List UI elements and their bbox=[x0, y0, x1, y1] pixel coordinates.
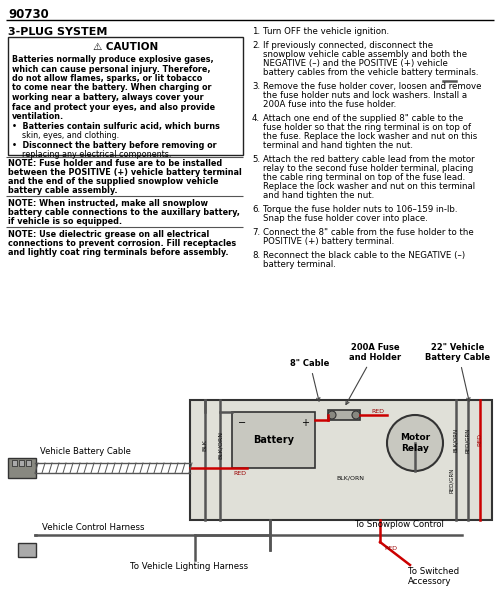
Text: relay to the second fuse holder terminal, placing: relay to the second fuse holder terminal… bbox=[263, 164, 473, 173]
Text: NEGATIVE (–) and the POSITIVE (+) vehicle: NEGATIVE (–) and the POSITIVE (+) vehicl… bbox=[263, 59, 448, 68]
Text: 3-PLUG SYSTEM: 3-PLUG SYSTEM bbox=[8, 27, 108, 37]
Text: 22" Vehicle
Battery Cable: 22" Vehicle Battery Cable bbox=[426, 343, 490, 401]
Text: RED: RED bbox=[234, 471, 246, 476]
Text: battery cables from the vehicle battery terminals.: battery cables from the vehicle battery … bbox=[263, 68, 478, 77]
Bar bbox=[8, 458, 36, 478]
Text: RED/GRN: RED/GRN bbox=[466, 427, 470, 453]
Text: 8" Cable: 8" Cable bbox=[290, 359, 330, 401]
Text: Torque the fuse holder nuts to 106–159 in-lb.: Torque the fuse holder nuts to 106–159 i… bbox=[263, 205, 458, 214]
Text: RED/GRN: RED/GRN bbox=[448, 467, 454, 493]
Text: POSITIVE (+) battery terminal.: POSITIVE (+) battery terminal. bbox=[263, 237, 394, 246]
Circle shape bbox=[328, 411, 336, 419]
Text: the fuse. Replace the lock washer and nut on this: the fuse. Replace the lock washer and nu… bbox=[263, 132, 477, 141]
Text: BLK/ORN: BLK/ORN bbox=[454, 428, 458, 452]
Text: replacing any electrical components.: replacing any electrical components. bbox=[12, 150, 172, 159]
Text: working near a battery, always cover your: working near a battery, always cover you… bbox=[12, 93, 203, 102]
Text: connections to prevent corrosion. Fill receptacles: connections to prevent corrosion. Fill r… bbox=[8, 239, 236, 248]
Text: 6.: 6. bbox=[252, 205, 260, 214]
Text: if vehicle is so equipped.: if vehicle is so equipped. bbox=[8, 217, 122, 226]
Text: Replace the lock washer and nut on this terminal: Replace the lock washer and nut on this … bbox=[263, 182, 475, 191]
Text: −: − bbox=[238, 418, 246, 428]
Text: battery terminal.: battery terminal. bbox=[263, 260, 336, 269]
Text: NOTE: When instructed, make all snowplow: NOTE: When instructed, make all snowplow bbox=[8, 199, 208, 208]
Text: terminal and hand tighten the nut.: terminal and hand tighten the nut. bbox=[263, 141, 413, 150]
Text: Vehicle Battery Cable: Vehicle Battery Cable bbox=[40, 447, 131, 456]
Bar bbox=[232, 412, 315, 468]
Text: fuse holder so that the ring terminal is on top of: fuse holder so that the ring terminal is… bbox=[263, 123, 471, 132]
Text: NOTE: Fuse holder and fuse are to be installed: NOTE: Fuse holder and fuse are to be ins… bbox=[8, 159, 222, 168]
Text: ⚠ CAUTION: ⚠ CAUTION bbox=[93, 42, 158, 52]
Text: 8.: 8. bbox=[252, 251, 260, 260]
Text: •  Disconnect the battery before removing or: • Disconnect the battery before removing… bbox=[12, 141, 216, 150]
Text: 3.: 3. bbox=[252, 82, 260, 91]
Text: and lightly coat ring terminals before assembly.: and lightly coat ring terminals before a… bbox=[8, 248, 228, 257]
Text: To Switched
Accessory: To Switched Accessory bbox=[408, 567, 459, 586]
Text: BLK/ORN: BLK/ORN bbox=[218, 431, 222, 459]
Text: and the end of the supplied snowplow vehicle: and the end of the supplied snowplow veh… bbox=[8, 177, 218, 186]
Text: 2.: 2. bbox=[252, 41, 260, 50]
Text: 200A fuse into the fuse holder.: 200A fuse into the fuse holder. bbox=[263, 100, 396, 109]
Text: Batteries normally produce explosive gases,: Batteries normally produce explosive gas… bbox=[12, 55, 213, 64]
Text: 1.: 1. bbox=[252, 27, 260, 36]
Bar bbox=[190, 400, 492, 520]
Text: ventilation.: ventilation. bbox=[12, 112, 64, 121]
Text: Battery: Battery bbox=[253, 435, 294, 445]
Text: •  Batteries contain sulfuric acid, which burns: • Batteries contain sulfuric acid, which… bbox=[12, 122, 220, 131]
Text: Reconnect the black cable to the NEGATIVE (–): Reconnect the black cable to the NEGATIV… bbox=[263, 251, 465, 260]
Text: Vehicle Control Harness: Vehicle Control Harness bbox=[42, 523, 144, 532]
Text: BLK: BLK bbox=[202, 439, 207, 451]
Text: +: + bbox=[301, 418, 309, 428]
Text: If previously connected, disconnect the: If previously connected, disconnect the bbox=[263, 41, 433, 50]
Text: 7.: 7. bbox=[252, 228, 260, 237]
Text: do not allow flames, sparks, or lit tobacco: do not allow flames, sparks, or lit toba… bbox=[12, 74, 202, 83]
Text: battery cable connections to the auxillary battery,: battery cable connections to the auxilla… bbox=[8, 208, 240, 217]
Text: the cable ring terminal on top of the fuse lead.: the cable ring terminal on top of the fu… bbox=[263, 173, 465, 182]
Text: Remove the fuse holder cover, loosen and remove: Remove the fuse holder cover, loosen and… bbox=[263, 82, 482, 91]
Bar bbox=[328, 410, 360, 420]
Text: RED: RED bbox=[384, 545, 397, 551]
Text: Motor
Relay: Motor Relay bbox=[400, 433, 430, 453]
Text: To Vehicle Lighting Harness: To Vehicle Lighting Harness bbox=[130, 562, 248, 571]
Text: 90730: 90730 bbox=[8, 8, 49, 21]
Text: BLK/ORN: BLK/ORN bbox=[336, 476, 364, 481]
Text: RED: RED bbox=[372, 409, 384, 414]
Text: RED: RED bbox=[478, 433, 482, 446]
Text: and hand tighten the nut.: and hand tighten the nut. bbox=[263, 191, 374, 200]
Bar bbox=[26, 460, 31, 466]
Circle shape bbox=[387, 415, 443, 471]
Text: 4.: 4. bbox=[252, 114, 260, 123]
Text: snowplow vehicle cable assembly and both the: snowplow vehicle cable assembly and both… bbox=[263, 50, 467, 59]
Text: battery cable assembly.: battery cable assembly. bbox=[8, 186, 117, 195]
Text: 5.: 5. bbox=[252, 155, 260, 164]
Bar bbox=[8, 37, 243, 155]
Text: skin, eyes, and clothing.: skin, eyes, and clothing. bbox=[12, 131, 119, 140]
Text: the fuse holder nuts and lock washers. Install a: the fuse holder nuts and lock washers. I… bbox=[263, 91, 467, 100]
Text: Connect the 8" cable from the fuse holder to the: Connect the 8" cable from the fuse holde… bbox=[263, 228, 474, 237]
Text: Turn OFF the vehicle ignition.: Turn OFF the vehicle ignition. bbox=[263, 27, 389, 36]
Text: between the POSITIVE (+) vehicle battery terminal: between the POSITIVE (+) vehicle battery… bbox=[8, 168, 242, 177]
Text: which can cause personal injury. Therefore,: which can cause personal injury. Therefo… bbox=[12, 64, 210, 73]
Text: To Snowplow Control: To Snowplow Control bbox=[355, 520, 444, 529]
Text: Attach the red battery cable lead from the motor: Attach the red battery cable lead from t… bbox=[263, 155, 474, 164]
Text: Snap the fuse holder cover into place.: Snap the fuse holder cover into place. bbox=[263, 214, 428, 223]
Bar bbox=[18, 543, 36, 557]
Bar bbox=[19, 460, 24, 466]
Text: NOTE: Use dielectric grease on all electrical: NOTE: Use dielectric grease on all elect… bbox=[8, 230, 209, 239]
Text: face and protect your eyes, and also provide: face and protect your eyes, and also pro… bbox=[12, 103, 215, 111]
Circle shape bbox=[352, 411, 360, 419]
Text: Attach one end of the supplied 8" cable to the: Attach one end of the supplied 8" cable … bbox=[263, 114, 463, 123]
Bar bbox=[12, 460, 17, 466]
Text: to come near the battery. When charging or: to come near the battery. When charging … bbox=[12, 83, 211, 92]
Text: 200A Fuse
and Holder: 200A Fuse and Holder bbox=[346, 343, 401, 405]
